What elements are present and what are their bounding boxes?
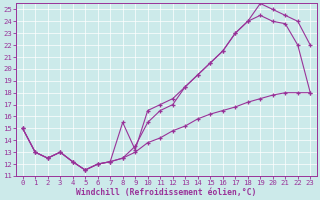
X-axis label: Windchill (Refroidissement éolien,°C): Windchill (Refroidissement éolien,°C) [76,188,257,197]
